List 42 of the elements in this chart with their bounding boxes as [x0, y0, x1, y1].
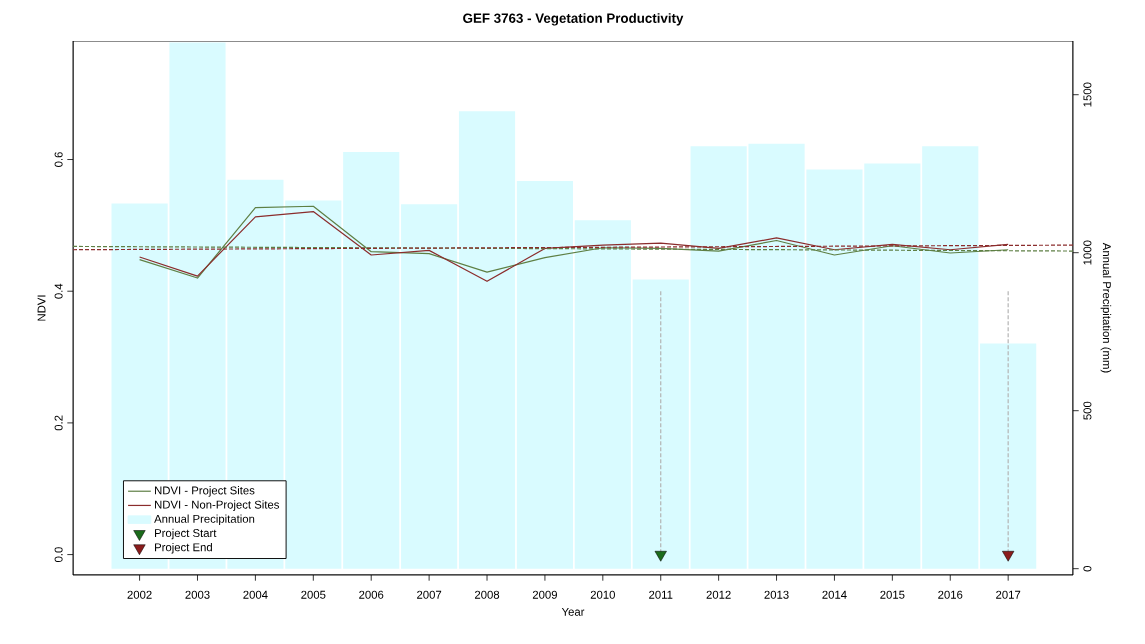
- bar: [922, 146, 979, 569]
- x-tick-label: 2009: [532, 590, 557, 599]
- legend-label: Project End: [155, 542, 212, 554]
- bar: [458, 111, 516, 569]
- legend-label: Annual Precipitation: [154, 514, 255, 526]
- x-tick-label: 2004: [243, 590, 268, 599]
- legend-label: NDVI - Non-Project Sites: [155, 500, 279, 511]
- x-tick-label: 2005: [301, 590, 326, 599]
- x-tick-label: 2017: [996, 590, 1021, 599]
- y-tick-label: 0.4: [54, 283, 63, 299]
- y-axis-title: NDVI: [37, 295, 46, 321]
- x-tick-label: 2012: [706, 590, 731, 599]
- chart-title: GEF 3763 - Vegetation Productivity: [463, 13, 684, 26]
- x-tick-label: 2011: [649, 590, 673, 599]
- bar: [285, 200, 342, 569]
- x-tick-label: 2007: [417, 590, 442, 599]
- x-tick-label: 2014: [822, 590, 847, 599]
- legend-label: NDVI - Project Sites: [155, 486, 255, 497]
- x-tick-label: 2008: [474, 590, 500, 599]
- x-tick-label: 2003: [185, 590, 210, 599]
- bar: [516, 180, 574, 569]
- bar: [632, 279, 689, 569]
- bar: [574, 220, 631, 569]
- y2-tick-label: 0: [1083, 565, 1092, 572]
- legend-label: Project Start: [155, 528, 217, 540]
- x-tick-label: 2002: [127, 590, 152, 599]
- y2-tick-label: 1000: [1083, 240, 1092, 265]
- y-tick-label: 0.6: [54, 152, 63, 167]
- x-tick-label: 2006: [359, 590, 384, 599]
- x-tick-label: 2016: [938, 590, 963, 599]
- y-tick-label: 0.2: [54, 415, 63, 431]
- bar: [401, 204, 458, 569]
- y2-tick-label: 1500: [1083, 82, 1092, 107]
- bar: [343, 151, 400, 569]
- x-axis-title: Year: [561, 607, 585, 616]
- x-tick-label: 2015: [880, 590, 905, 599]
- bar: [980, 343, 1037, 569]
- x-tick-label: 2013: [764, 590, 789, 599]
- x-tick-label: 2010: [590, 590, 615, 599]
- y2-tick-label: 500: [1083, 401, 1092, 420]
- y2-axis-title: Annual Precipitation (mm): [1100, 242, 1112, 373]
- y-tick-label: 0.0: [54, 547, 63, 563]
